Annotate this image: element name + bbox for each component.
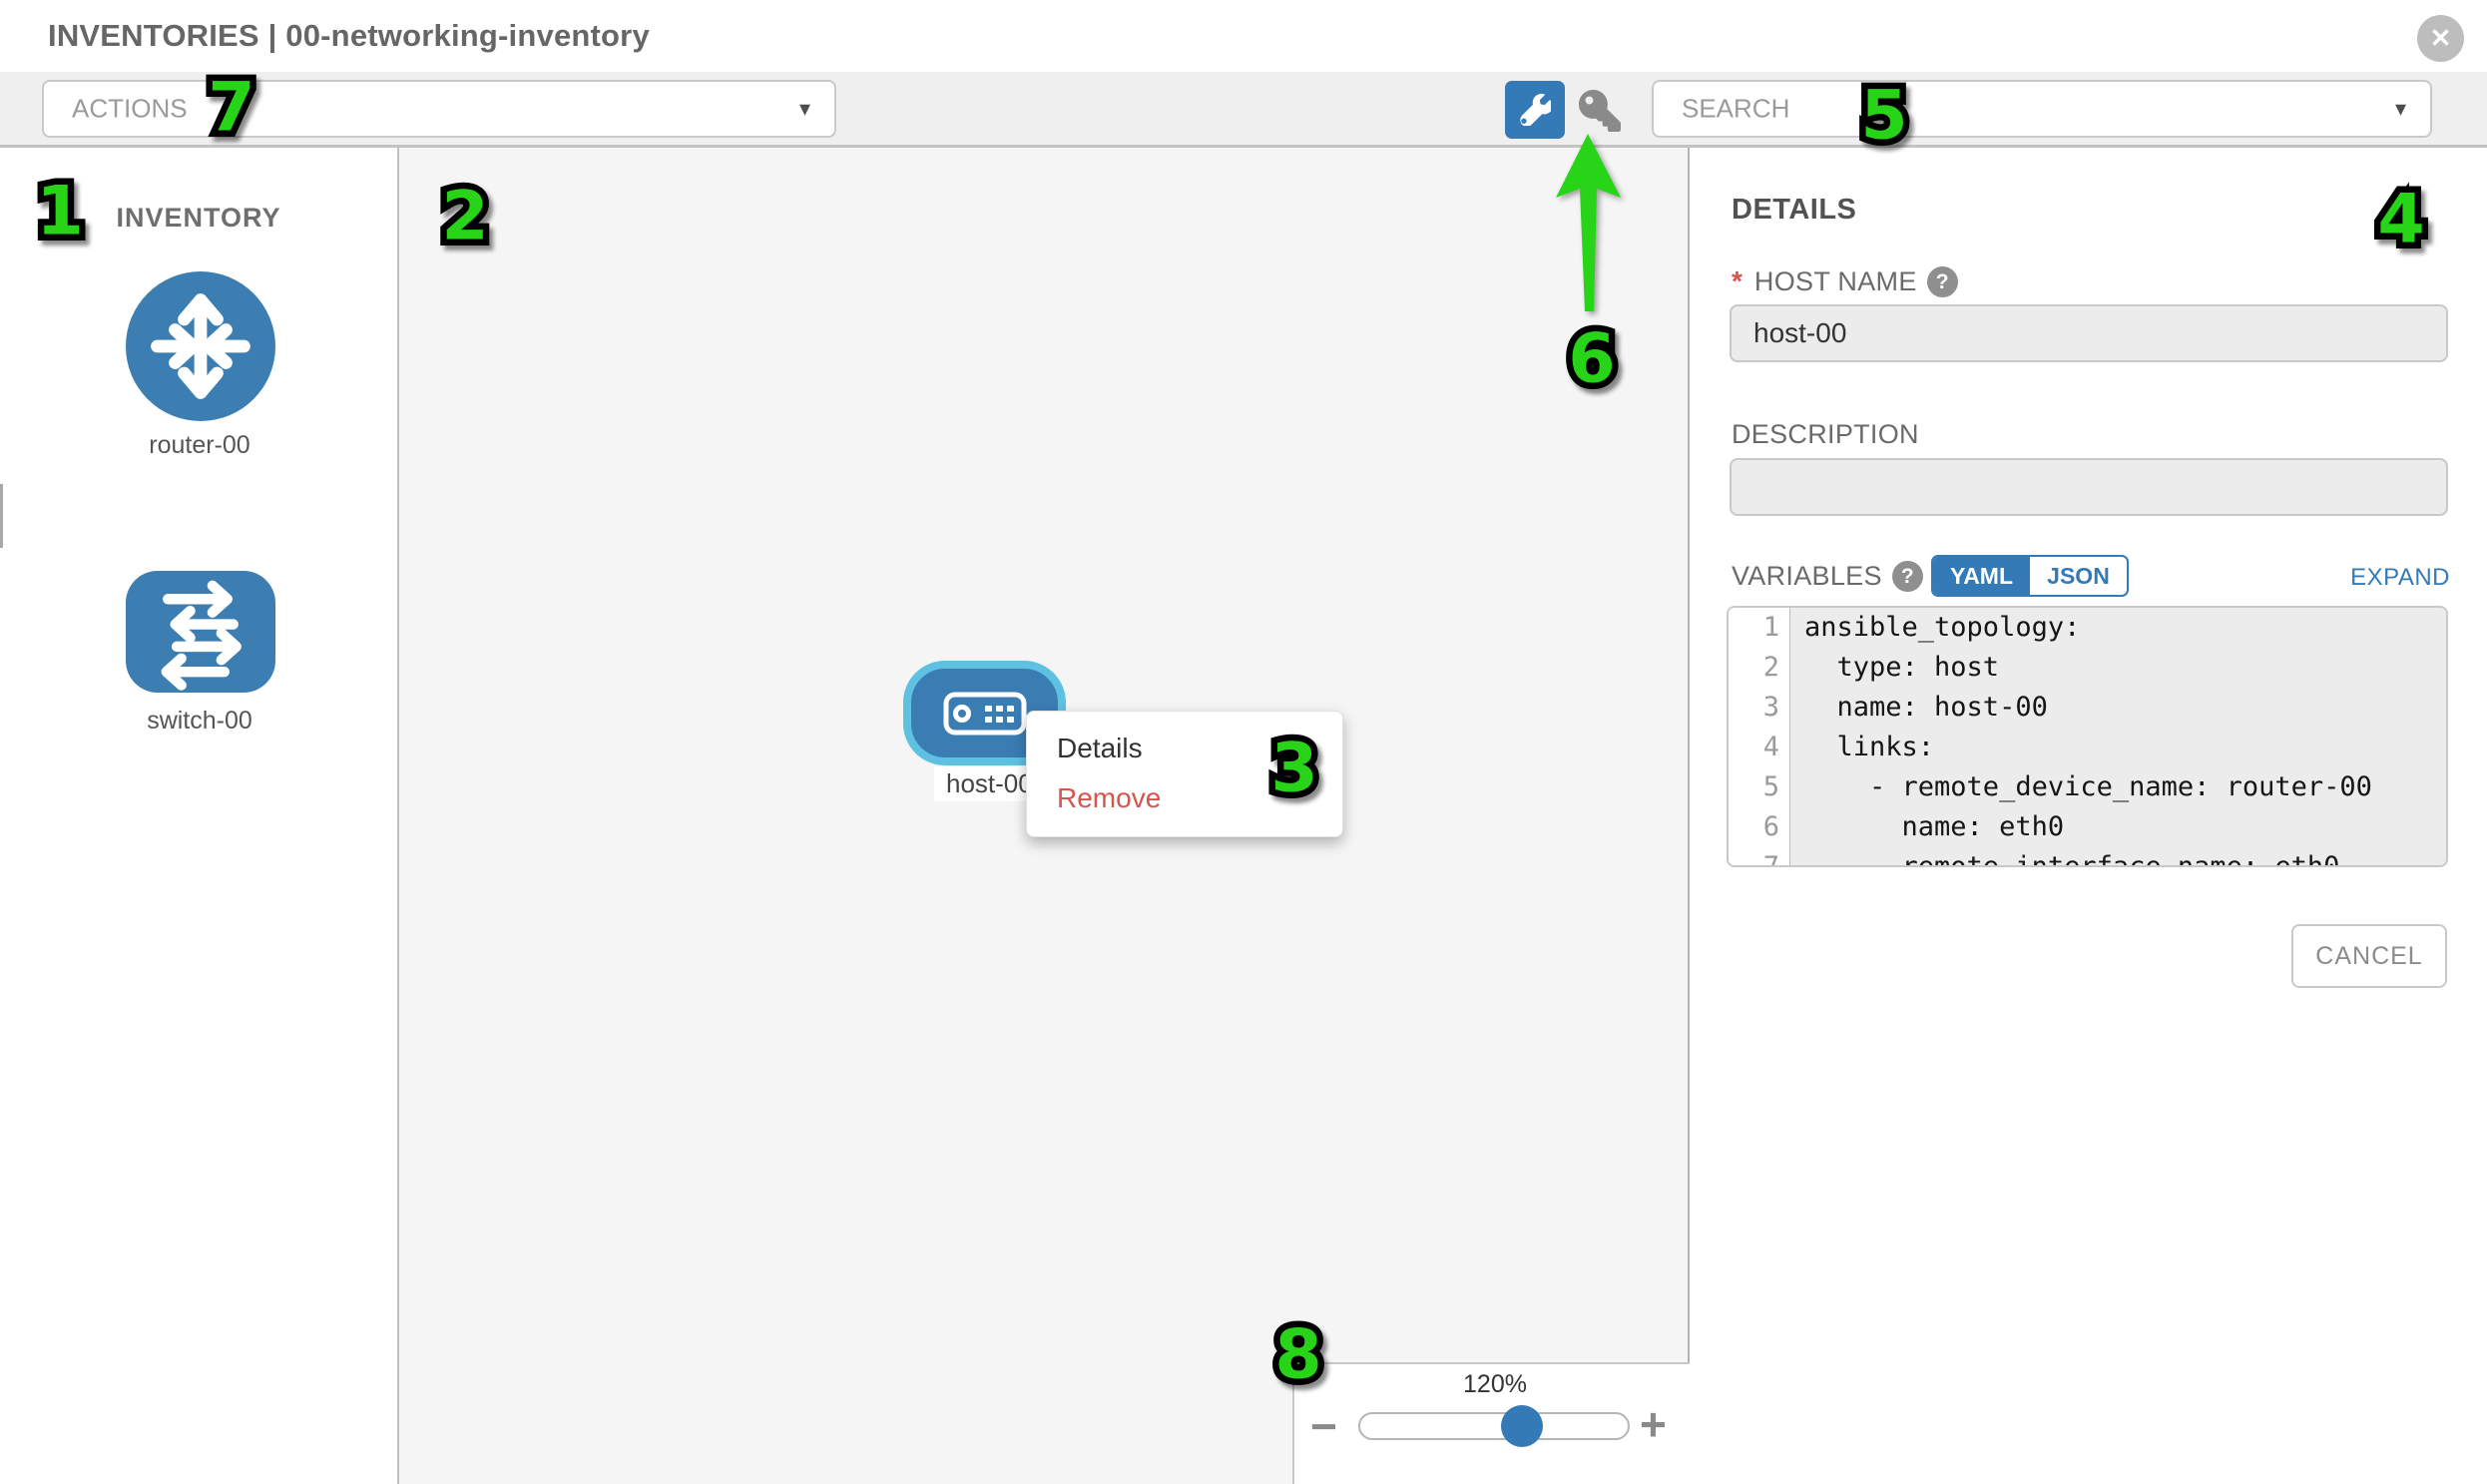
- code-line: 1 ansible_topology:: [1729, 608, 2446, 648]
- help-icon[interactable]: ?: [1926, 265, 1958, 297]
- line-text: name: host-00: [1790, 688, 2446, 728]
- help-icon[interactable]: ?: [1891, 561, 1923, 592]
- search-dropdown[interactable]: SEARCH ▾: [1652, 80, 2432, 138]
- line-text: name: eth0: [1790, 807, 2446, 847]
- tab-yaml[interactable]: YAML: [1933, 557, 2030, 595]
- page-header: INVENTORIES | 00-networking-inventory ✕: [0, 0, 2487, 72]
- host-icon: [943, 692, 1026, 735]
- cancel-button[interactable]: CANCEL: [2291, 924, 2447, 988]
- router-label: router-00: [149, 431, 250, 459]
- description-label: DESCRIPTION: [1732, 419, 1919, 449]
- page-title: INVENTORIES | 00-networking-inventory: [48, 18, 650, 53]
- node-context-menu: Details Remove: [1026, 711, 1343, 837]
- sidebar-item-switch[interactable]: [126, 571, 275, 693]
- line-number: 1: [1729, 608, 1790, 648]
- line-text: links:: [1790, 728, 2446, 767]
- toolbox-button[interactable]: [1505, 81, 1565, 139]
- sidebar-item-router[interactable]: [126, 271, 275, 421]
- line-text: ansible_topology:: [1790, 608, 2446, 648]
- key-icon: [1579, 90, 1621, 132]
- actions-dropdown[interactable]: ACTIONS ▾: [42, 80, 836, 138]
- sidebar-edge-divider: [0, 484, 3, 548]
- close-icon[interactable]: ✕: [2417, 15, 2464, 62]
- inventory-sidebar: INVENTORY router-00: [0, 148, 399, 1484]
- zoom-slider-handle[interactable]: [1501, 1405, 1543, 1447]
- line-number: 3: [1729, 688, 1790, 728]
- host-name-input[interactable]: [1730, 304, 2448, 362]
- line-number: 7: [1729, 847, 1790, 865]
- search-placeholder: SEARCH: [1682, 93, 1790, 124]
- line-text: type: host: [1790, 648, 2446, 688]
- host-node[interactable]: [903, 661, 1066, 765]
- code-line: 7 remote_interface_name: eth0: [1729, 847, 2446, 865]
- code-line: 5 - remote_device_name: router-00: [1729, 767, 2446, 807]
- variables-code-editor[interactable]: 1 ansible_topology: 2 type: host 3 name:…: [1727, 606, 2448, 867]
- zoom-level: 120%: [1463, 1370, 1527, 1398]
- zoom-out-button[interactable]: −: [1310, 1400, 1337, 1452]
- line-text: remote_interface_name: eth0: [1790, 847, 2446, 865]
- menu-item-remove[interactable]: Remove: [1057, 782, 1162, 813]
- format-toggle: YAML JSON: [1931, 555, 2129, 597]
- router-icon: [126, 271, 275, 421]
- line-text: - remote_device_name: router-00: [1790, 767, 2446, 807]
- line-number: 4: [1729, 728, 1790, 767]
- variables-label-row: VARIABLES ?: [1732, 561, 1923, 592]
- key-button[interactable]: [1577, 88, 1623, 134]
- line-number: 6: [1729, 807, 1790, 847]
- details-title: DETAILS: [1732, 194, 1857, 226]
- toolbar: ACTIONS ▾ SEARCH ▾: [0, 72, 2487, 148]
- description-input[interactable]: [1730, 458, 2448, 516]
- menu-item-details[interactable]: Details: [1057, 733, 1143, 763]
- topology-canvas[interactable]: host-00 Details Remove 120% − +: [399, 148, 1690, 1484]
- switch-label: switch-00: [147, 707, 252, 735]
- description-label-row: DESCRIPTION: [1732, 419, 1919, 450]
- zoom-in-button[interactable]: +: [1640, 1398, 1667, 1450]
- code-line: 2 type: host: [1729, 648, 2446, 688]
- line-number: 5: [1729, 767, 1790, 807]
- chevron-down-icon: ▾: [2394, 96, 2406, 121]
- details-panel: DETAILS * HOST NAME ? DESCRIPTION VARIAB…: [1692, 148, 2487, 1484]
- code-line: 4 links:: [1729, 728, 2446, 767]
- chevron-down-icon: ▾: [798, 96, 810, 121]
- required-marker: *: [1732, 265, 1742, 296]
- code-line: 6 name: eth0: [1729, 807, 2446, 847]
- tab-json[interactable]: JSON: [2047, 563, 2110, 589]
- actions-dropdown-label: ACTIONS: [72, 93, 188, 124]
- switch-icon: [126, 571, 275, 693]
- code-line: 3 name: host-00: [1729, 688, 2446, 728]
- zoom-control: 120% − +: [1292, 1362, 1690, 1484]
- host-name-label: HOST NAME: [1753, 265, 1917, 296]
- variables-label: VARIABLES: [1732, 561, 1882, 591]
- wrench-icon: [1520, 94, 1551, 126]
- expand-link[interactable]: EXPAND: [2350, 564, 2450, 591]
- line-number: 2: [1729, 648, 1790, 688]
- host-name-label-row: * HOST NAME ?: [1732, 265, 1958, 297]
- sidebar-title: INVENTORY: [116, 203, 281, 233]
- zoom-slider-track[interactable]: [1358, 1412, 1630, 1440]
